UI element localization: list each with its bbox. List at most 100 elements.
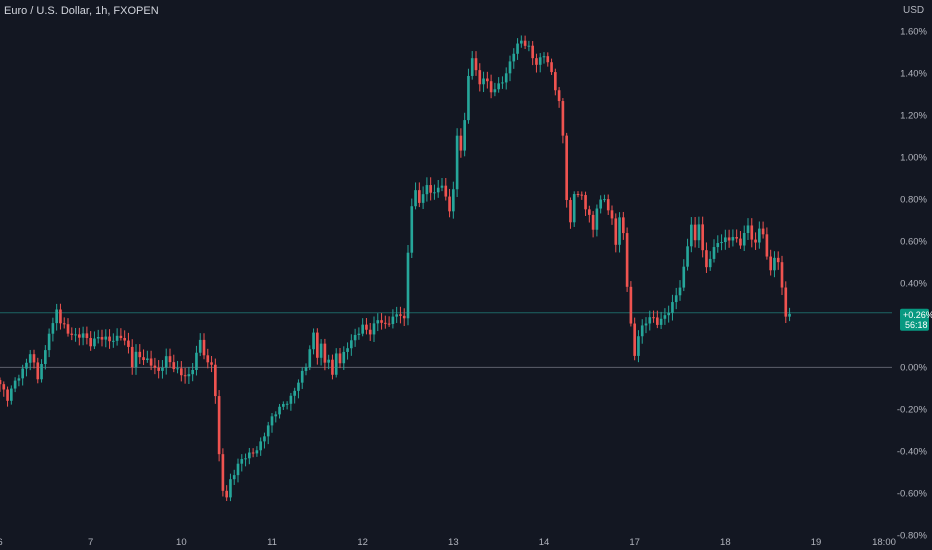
candle-down <box>739 238 742 246</box>
candle-down <box>331 359 334 375</box>
y-tick-label: 1.40% <box>900 68 927 79</box>
symbol-title[interactable]: Euro / U.S. Dollar, 1h, FXOPEN <box>4 5 159 17</box>
candle-down <box>761 228 765 235</box>
candle-down <box>168 356 172 363</box>
y-tick-label: -0.60% <box>897 488 928 499</box>
candle-down <box>127 340 130 347</box>
candle-up <box>731 237 735 241</box>
candle-up <box>497 83 500 90</box>
candle-up <box>595 208 599 230</box>
candle-down <box>610 210 614 219</box>
candle-up <box>452 189 455 212</box>
candle-up <box>716 243 720 248</box>
candle-up <box>104 336 108 340</box>
candle-down <box>459 135 463 151</box>
y-tick-label: 0.60% <box>900 236 927 247</box>
candle-down <box>210 362 213 365</box>
current-change-label: +0.26% <box>903 310 932 320</box>
candle-up <box>720 242 723 244</box>
candle-down <box>66 324 70 334</box>
candle-down <box>705 250 708 268</box>
y-tick-label: -0.20% <box>897 404 928 415</box>
candle-up <box>682 266 686 288</box>
candle-up <box>93 338 96 347</box>
candle-up <box>282 404 285 407</box>
candle-up <box>542 56 546 58</box>
candle-up <box>697 224 701 241</box>
candle-down <box>561 101 565 136</box>
candle-down <box>89 338 92 347</box>
candle-up <box>361 324 364 334</box>
candle-down <box>478 70 482 85</box>
candle-down <box>550 62 553 73</box>
candle-up <box>504 73 508 83</box>
candle-up <box>17 378 21 381</box>
candle-up <box>572 194 576 223</box>
price-axis[interactable]: 1.60%1.40%1.20%1.00%0.80%0.60%0.40%0.20%… <box>897 26 928 541</box>
candle-down <box>384 322 387 324</box>
candle-down <box>142 357 145 361</box>
candle-down <box>489 81 493 93</box>
candle-up <box>618 217 621 245</box>
candle-up <box>671 302 674 313</box>
candle-down <box>36 362 40 380</box>
candle-down <box>606 199 610 211</box>
candle-up <box>195 352 198 370</box>
candle-down <box>108 336 111 342</box>
candle-up <box>146 358 149 361</box>
candle-down <box>656 317 659 325</box>
candle-down <box>523 40 527 46</box>
candle-up <box>440 185 444 188</box>
candle-down <box>157 367 160 371</box>
candle-down <box>735 237 738 239</box>
candle-down <box>316 332 319 358</box>
candle-down <box>183 375 187 377</box>
candle-up <box>274 414 278 417</box>
candle-down <box>138 351 142 358</box>
y-tick-label: 0.80% <box>900 194 927 205</box>
candle-up <box>353 334 357 341</box>
candle-up <box>74 334 77 336</box>
candle-down <box>214 364 217 397</box>
candle-up <box>81 333 85 338</box>
candle-up <box>312 332 315 350</box>
candle-down <box>580 194 584 196</box>
x-tick-label: 6 <box>0 537 3 548</box>
x-tick-label: 12 <box>357 537 368 548</box>
candle-down <box>754 239 757 243</box>
candle-up <box>433 192 436 194</box>
candle-up <box>667 312 670 316</box>
candle-up <box>346 348 349 352</box>
candle-down <box>557 90 561 102</box>
time-axis[interactable]: 6 7 10 11 12 13 14 17 18 19 18:00 <box>0 537 896 548</box>
candle-down <box>727 237 731 241</box>
candle-up <box>482 78 485 85</box>
candle-up <box>659 318 663 325</box>
candle-down <box>750 225 754 240</box>
candle-down <box>769 256 772 271</box>
x-tick-label: 13 <box>448 537 459 548</box>
candle-up <box>304 367 308 371</box>
candle-up <box>470 58 474 76</box>
candle-up <box>788 313 791 317</box>
candle-up <box>47 333 51 351</box>
candle-down <box>70 333 74 335</box>
candle-down <box>59 309 62 324</box>
candle-up <box>421 194 425 203</box>
y-tick-label: -0.40% <box>897 446 928 457</box>
candle-up <box>455 135 459 190</box>
current-price-tag: +0.26% 56:18 <box>900 308 932 331</box>
candle-countdown: 56:18 <box>905 320 928 330</box>
candle-up <box>297 382 300 391</box>
candle-down <box>221 454 225 491</box>
candle-up <box>467 75 470 121</box>
candle-up <box>161 367 164 371</box>
candle-up <box>51 323 55 334</box>
candle-up <box>746 225 750 234</box>
candle-down <box>633 323 636 356</box>
candle-up <box>603 199 606 201</box>
candle-up <box>637 336 640 356</box>
candle-up <box>176 368 179 370</box>
candle-down <box>652 317 655 319</box>
